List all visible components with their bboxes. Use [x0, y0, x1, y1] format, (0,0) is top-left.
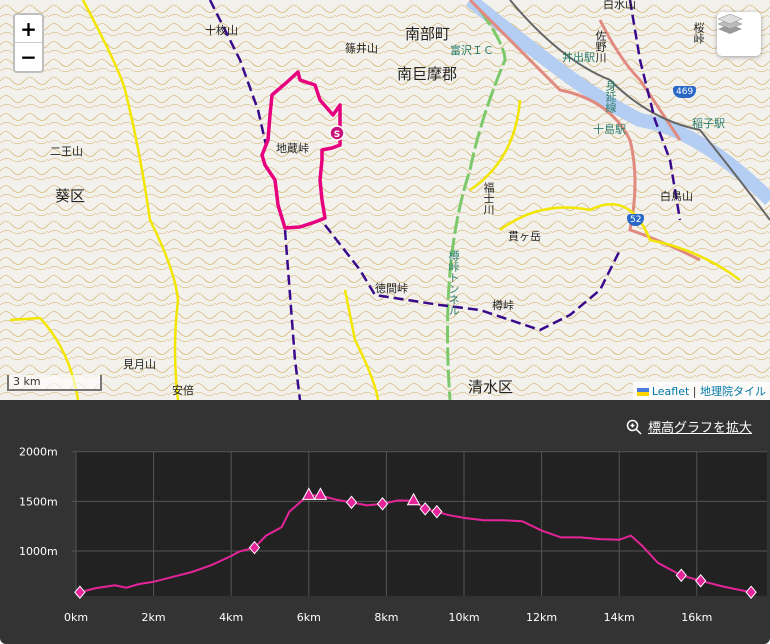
zoom-out-button[interactable]: −: [20, 45, 37, 69]
map-label: 貫ヶ岳: [508, 230, 541, 243]
summit-marker: [406, 492, 421, 506]
waypoint-marker: [419, 502, 431, 516]
map-label: 十枚山: [205, 24, 238, 37]
layers-button[interactable]: [717, 12, 761, 56]
waypoint-marker: [376, 497, 389, 511]
y-tick-label: 1000m: [19, 545, 58, 558]
map-label: 葵区: [55, 187, 86, 205]
map-label: 佐野川: [594, 30, 607, 63]
expand-elevation-graph-link[interactable]: 標高グラフを拡大: [626, 417, 752, 436]
map-tiles: S: [0, 0, 770, 400]
map-label: 桜峠: [692, 22, 705, 44]
map-label: 十島駅: [593, 123, 626, 136]
waypoint-marker: [248, 540, 261, 555]
start-marker: [329, 125, 345, 141]
map-label: 地蔵峠: [276, 142, 309, 155]
elevation-panel: 標高グラフを拡大 0km 2km 4km 6km 8km 10km 12km 14km 16km…: [0, 400, 770, 644]
y-tick-label: 1500m: [19, 495, 58, 508]
map-label: 樽峠トンネル: [447, 250, 460, 316]
summit-marker: [313, 487, 328, 500]
map-label: 樽峠: [492, 299, 514, 312]
ukraine-flag-icon: [636, 388, 649, 396]
map-label: 安倍: [172, 384, 194, 397]
waypoint-marker: [745, 585, 757, 600]
map-label: 南部町: [405, 25, 451, 43]
waypoint-marker: [695, 574, 707, 588]
map-label: 福士川: [482, 182, 495, 215]
elevation-chart[interactable]: 0km 2km 4km 6km 8km 10km 12km 14km 16km 1000m 1500…: [0, 400, 770, 644]
map-label: 徳間峠: [375, 282, 408, 295]
y-tick-label: 2000m: [19, 446, 58, 459]
waypoint-marker: [345, 495, 358, 510]
x-tick-label: 2km: [142, 611, 166, 624]
map-label: 篠井山: [345, 42, 378, 55]
trail: [208, 0, 682, 400]
river: [465, 0, 770, 205]
gsi-tiles-link[interactable]: 地理院タイル: [700, 385, 766, 398]
map-label: 白鳥山: [660, 190, 693, 203]
map-label: 富沢ＩＣ: [450, 44, 494, 57]
map-label: 井出駅: [562, 51, 595, 64]
waypoint-marker: [675, 568, 687, 583]
zoom-in-icon: [626, 419, 642, 435]
map-label: 二王山: [50, 145, 83, 158]
expressway: [446, 9, 507, 400]
map-label: 見月山: [123, 358, 156, 371]
attribution: Leaflet | 地理院タイル: [632, 382, 770, 400]
x-tick-label: 0km: [64, 611, 88, 624]
zoom-in-button[interactable]: +: [15, 15, 42, 43]
map-label: 南巨摩郡: [397, 65, 458, 83]
waypoint-marker: [431, 504, 443, 519]
map[interactable]: S 十枚山 篠井山 地蔵峠 二王山 葵区 見月山 安倍 南部町 富沢ＩＣ 南巨摩…: [0, 0, 770, 400]
waypoint-marker: [74, 585, 86, 600]
x-tick-label: 6km: [297, 611, 321, 624]
national-road: [468, 0, 701, 262]
attribution-separator: |: [692, 385, 697, 398]
start-marker-label: S: [334, 130, 340, 140]
layers-icon: [717, 13, 743, 34]
route-shield: 52: [627, 214, 645, 226]
summit-marker: [301, 487, 316, 500]
map-label: 白水山: [603, 0, 636, 11]
map-label: 稲子駅: [692, 117, 725, 130]
road: [9, 0, 741, 400]
x-tick-label: 12km: [526, 611, 557, 624]
railway: [509, 0, 770, 221]
expand-elevation-label: 標高グラフを拡大: [647, 421, 752, 436]
route-shield: 469: [673, 86, 697, 98]
x-tick-label: 8km: [374, 611, 398, 624]
x-tick-label: 14km: [604, 611, 635, 624]
x-tick-label: 10km: [448, 611, 479, 624]
route-line: [260, 70, 342, 230]
zoom-control: + −: [13, 13, 44, 73]
x-tick-label: 4km: [219, 611, 243, 624]
leaflet-link[interactable]: Leaflet: [651, 385, 690, 398]
map-label: 清水区: [468, 378, 514, 396]
scale-bar: 3 km: [7, 375, 102, 391]
x-tick-label: 16km: [681, 611, 712, 624]
map-label: 身延線: [604, 80, 617, 113]
